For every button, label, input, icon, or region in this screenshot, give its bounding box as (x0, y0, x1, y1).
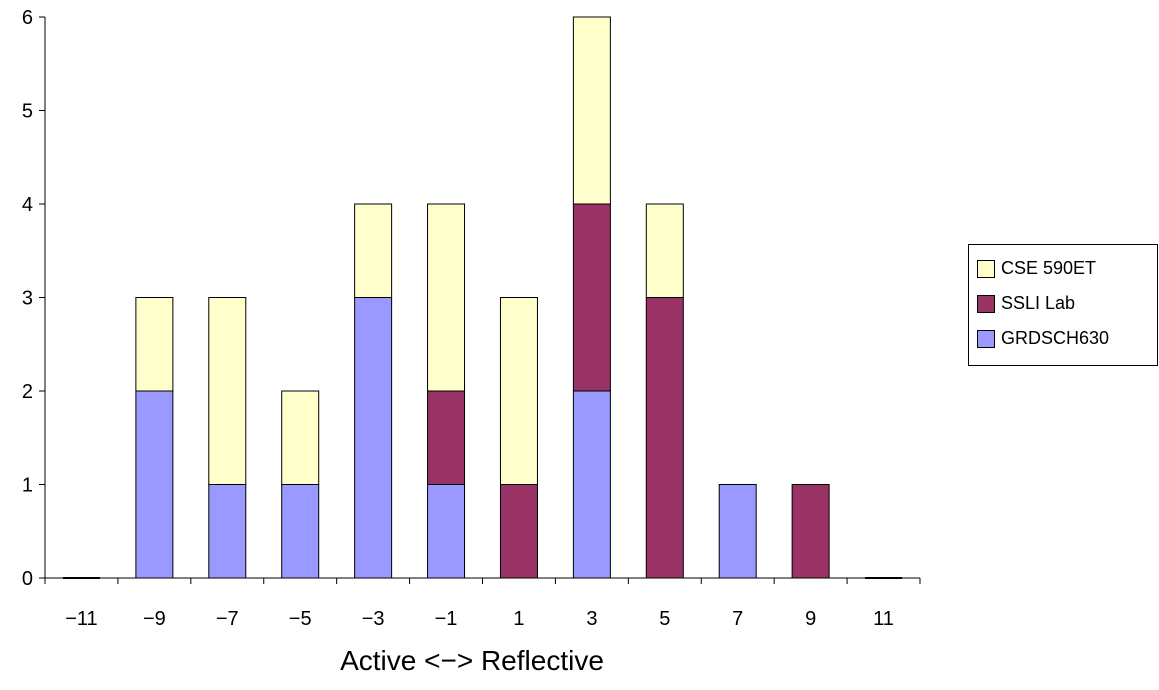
legend-item-cse590et: CSE 590ET (977, 251, 1157, 286)
bar-ssli-lab-6 (499, 484, 538, 579)
legend-swatch-ssli-lab (977, 294, 995, 313)
legend-label-grdsch630: GRDSCH630 (1001, 328, 1110, 348)
bar-cse-590et-8 (645, 203, 684, 298)
y-tick-label: 2 (22, 381, 33, 403)
bar-cse-590et-2 (208, 297, 247, 485)
y-tick-label: 3 (22, 288, 33, 310)
bar-ssli-lab-7 (572, 203, 611, 392)
bar-grdsch630-2 (208, 484, 247, 579)
x-tick-label: −11 (65, 608, 97, 630)
x-tick-label: 11 (873, 608, 894, 630)
bar-cse-590et-3 (281, 390, 320, 485)
bar-ssli-lab-10 (791, 484, 830, 579)
legend-item-ssli-lab: SSLI Lab (977, 286, 1157, 321)
x-tick-label: 9 (805, 608, 816, 630)
legend-swatch-cse590et (977, 259, 995, 278)
legend-label-cse590et: CSE 590ET (1001, 258, 1097, 278)
bar-grdsch630-1 (135, 390, 174, 579)
bar-cse-590et-7 (572, 16, 611, 205)
bar-cse-590et-5 (427, 203, 466, 392)
y-tick-label: 4 (22, 194, 33, 216)
x-axis-title: Active <−> Reflective (340, 645, 604, 676)
bar-grdsch630-5 (427, 484, 466, 579)
x-tick-label: 5 (659, 608, 670, 630)
bar-grdsch630-3 (281, 484, 320, 579)
y-tick-label: 5 (22, 101, 33, 123)
y-tick-label: 6 (22, 7, 33, 29)
legend: CSE 590ET SSLI Lab GRDSCH630 (968, 244, 1158, 366)
bar-grdsch630-9 (718, 484, 757, 579)
legend-label-ssli-lab: SSLI Lab (1001, 293, 1076, 313)
bars-group (62, 16, 903, 579)
x-tick-label: −5 (289, 608, 312, 630)
x-tick-label: −7 (216, 608, 239, 630)
bar-cse-590et-4 (354, 203, 393, 298)
bar-ssli-lab-8 (645, 297, 684, 579)
y-tick-label: 1 (22, 475, 33, 497)
bar-cse-590et-1 (135, 297, 174, 392)
bar-ssli-lab-5 (427, 390, 466, 485)
x-tick-label: 3 (586, 608, 597, 630)
x-tick-label: −9 (143, 608, 166, 630)
legend-swatch-grdsch630 (977, 329, 995, 348)
y-tick-label: 0 (22, 568, 33, 590)
bar-grdsch630-7 (572, 390, 611, 579)
x-tick-label: −1 (435, 608, 458, 630)
bar-cse-590et-6 (499, 297, 538, 485)
legend-item-grdsch630: GRDSCH630 (977, 321, 1157, 356)
bar-grdsch630-4 (354, 297, 393, 579)
x-tick-label: 1 (513, 608, 524, 630)
x-tick-label: −3 (362, 608, 385, 630)
x-tick-label: 7 (732, 608, 743, 630)
